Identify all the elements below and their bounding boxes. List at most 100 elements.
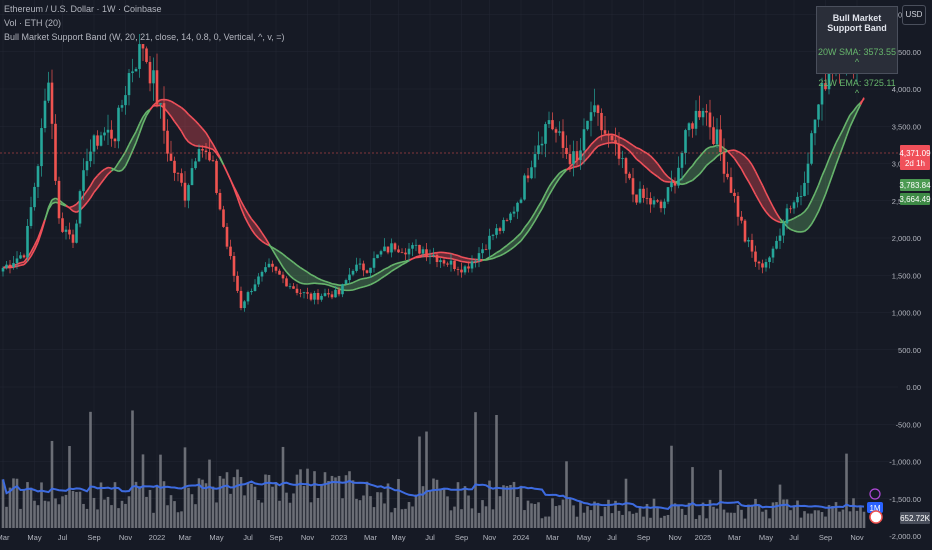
sma-line bbox=[761, 185, 767, 194]
volume-legend[interactable]: Vol · ETH (20) bbox=[4, 18, 62, 28]
volume-bar bbox=[414, 494, 418, 528]
ema-line bbox=[243, 215, 249, 224]
ema-line bbox=[821, 167, 827, 177]
candle-body bbox=[54, 123, 57, 181]
candle-body bbox=[656, 200, 659, 202]
volume-bar bbox=[806, 513, 810, 528]
candle-body bbox=[607, 133, 610, 136]
ema-line bbox=[272, 246, 277, 251]
ema-line bbox=[590, 149, 596, 155]
volume-bar bbox=[621, 514, 624, 528]
volume-bar bbox=[204, 483, 208, 528]
candle-body bbox=[250, 291, 253, 293]
sma-line bbox=[772, 206, 778, 214]
band-fill bbox=[174, 103, 178, 127]
candle-body bbox=[61, 218, 64, 232]
ema-line bbox=[793, 215, 798, 220]
volume-bar bbox=[15, 478, 19, 528]
volume-bar bbox=[316, 497, 320, 528]
volume-bar bbox=[610, 513, 614, 528]
currency-button[interactable]: USD bbox=[902, 5, 926, 25]
symbol-legend[interactable]: Ethereum / U.S. Dollar · 1W · Coinbase bbox=[4, 4, 162, 14]
ema-line bbox=[205, 146, 210, 150]
ema-line bbox=[443, 256, 448, 260]
sma-line bbox=[786, 225, 792, 231]
volume-bar bbox=[446, 496, 449, 528]
volume-bar bbox=[845, 453, 848, 528]
candle-body bbox=[218, 192, 222, 210]
volume-bar bbox=[285, 492, 288, 528]
candle-body bbox=[117, 107, 120, 142]
volume-bar bbox=[453, 506, 456, 528]
ema-line bbox=[579, 161, 585, 166]
volume-bar bbox=[131, 410, 134, 528]
candle-body bbox=[285, 278, 288, 287]
sma-line bbox=[37, 228, 43, 239]
ema-line bbox=[765, 211, 771, 217]
ema-line bbox=[33, 241, 39, 251]
volume-bar bbox=[194, 504, 197, 528]
band-fill bbox=[363, 278, 367, 287]
ema-line bbox=[604, 142, 609, 145]
sma-line bbox=[370, 282, 375, 286]
sma-line bbox=[194, 120, 200, 126]
candle-body bbox=[155, 70, 159, 105]
ema-line bbox=[831, 142, 837, 152]
indicator-legend[interactable]: Bull Market Support Band (W, 20, 21, clo… bbox=[4, 32, 285, 42]
ema-line bbox=[601, 142, 606, 146]
volume-bar bbox=[470, 508, 474, 528]
sma-line bbox=[758, 178, 764, 186]
event-icon[interactable] bbox=[869, 488, 881, 500]
candle-body bbox=[302, 292, 306, 294]
volume-bar bbox=[680, 508, 684, 528]
sma-line bbox=[734, 149, 739, 153]
candle-body bbox=[306, 292, 309, 294]
candle-body bbox=[313, 292, 316, 300]
ema-line bbox=[744, 175, 750, 182]
candle-body bbox=[267, 263, 271, 268]
ema-line bbox=[349, 281, 354, 285]
volume-bar bbox=[22, 489, 26, 528]
candle-body bbox=[358, 263, 362, 265]
time-axis[interactable] bbox=[0, 528, 932, 550]
volume-bar bbox=[362, 495, 365, 528]
time-tick-label: Sep bbox=[87, 533, 100, 542]
flag-icon[interactable] bbox=[869, 510, 883, 524]
volume-bar bbox=[785, 499, 789, 528]
price-axis[interactable] bbox=[898, 0, 932, 530]
candle-body bbox=[82, 170, 85, 192]
candle-body bbox=[201, 149, 204, 151]
interval-badge[interactable] bbox=[867, 502, 883, 513]
volume-bar bbox=[134, 481, 138, 528]
sma-line bbox=[264, 237, 270, 245]
volume-bar bbox=[740, 509, 743, 528]
volume-bar bbox=[607, 499, 610, 528]
ema-line bbox=[551, 176, 557, 183]
candle-body bbox=[526, 175, 530, 179]
price-tick-label: 1,500.00 bbox=[892, 271, 921, 280]
ema-line bbox=[506, 241, 512, 247]
volume-bar bbox=[292, 493, 295, 528]
sma-line bbox=[356, 287, 361, 290]
ema-line bbox=[492, 252, 497, 256]
candle-body bbox=[369, 267, 372, 273]
sma-line bbox=[138, 123, 144, 134]
candle-body bbox=[334, 289, 337, 298]
volume-bar bbox=[831, 506, 834, 528]
sma-line bbox=[698, 169, 704, 175]
volume-bar bbox=[411, 506, 414, 528]
time-tick-label: Sep bbox=[819, 533, 832, 542]
sma-line bbox=[275, 255, 281, 262]
volume-bar bbox=[393, 507, 397, 528]
volume-bar bbox=[40, 482, 43, 528]
candle-body bbox=[512, 211, 516, 214]
candle-body bbox=[519, 199, 523, 203]
candle-body bbox=[754, 251, 757, 262]
band-fill bbox=[804, 207, 808, 232]
volume-bar bbox=[614, 500, 617, 528]
ema-line bbox=[321, 279, 326, 282]
ema-line bbox=[377, 270, 382, 275]
sma-line bbox=[590, 140, 596, 146]
ema-line bbox=[135, 123, 141, 133]
